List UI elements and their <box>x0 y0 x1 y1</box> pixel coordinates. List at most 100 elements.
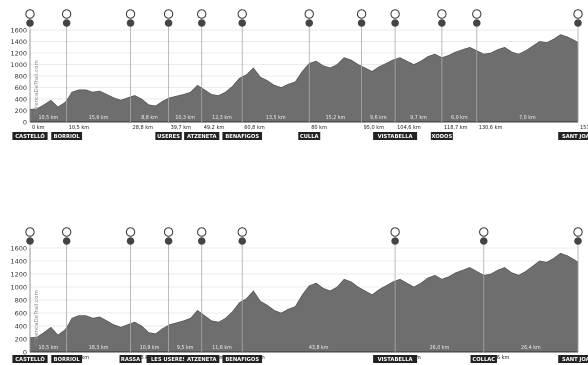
waypoint-label-box <box>222 132 263 140</box>
waypoint-icon <box>391 19 399 27</box>
waypoint-km: 118,7 km <box>444 125 468 131</box>
waypoint-marker <box>237 9 247 19</box>
waypoint-icon <box>479 237 488 245</box>
waypoint-marker <box>25 227 35 237</box>
waypoint-icon <box>238 19 247 27</box>
waypoint-label: XODOS <box>432 134 453 140</box>
waypoint-marker <box>163 227 174 237</box>
waypoint-label: USERES <box>157 134 180 140</box>
waypoint-label-box <box>373 132 418 140</box>
y-tick-label: 800 <box>15 297 27 305</box>
waypoint-icon <box>357 19 366 27</box>
waypoint-marker <box>25 9 35 19</box>
waypoint-label: VISTABELLA <box>378 134 413 140</box>
segment-distance: 43,8 km <box>309 345 329 351</box>
waypoint-marker <box>125 227 136 237</box>
y-tick-label: 1400 <box>10 258 27 266</box>
waypoint-label: CULLA <box>300 134 319 140</box>
y-tick-label: 0 <box>23 349 27 357</box>
y-tick-label: 1400 <box>10 38 27 46</box>
waypoint-marker <box>61 9 72 19</box>
waypoint-icon <box>391 237 399 245</box>
segment-distance: 26,0 km <box>430 345 450 351</box>
waypoint-label-box <box>146 355 191 363</box>
segment-distance: 8,8 km <box>141 115 158 121</box>
y-tick-label: 400 <box>15 323 27 331</box>
y-tick-label: 1600 <box>10 27 27 35</box>
segment-distance: 9,5 km <box>177 345 194 351</box>
waypoint-icon <box>197 19 206 27</box>
waypoint-label: BENAFIGOS <box>225 134 259 140</box>
waypoint-label-box <box>51 132 83 140</box>
waypoint-label-box <box>222 355 263 363</box>
waypoint-label: COLLAC <box>472 357 495 363</box>
waypoint-label-box <box>119 355 142 363</box>
waypoint-km: 157 <box>580 125 588 131</box>
waypoint-marker <box>390 227 400 237</box>
waypoint-icon <box>26 237 34 245</box>
waypoint-label-box <box>430 132 453 140</box>
waypoint-marker <box>437 9 447 19</box>
y-tick-label: 1000 <box>10 61 27 69</box>
y-tick-label: 1200 <box>10 271 27 279</box>
y-tick-label: 200 <box>15 336 27 344</box>
waypoint-marker <box>163 9 174 19</box>
waypoint-marker <box>304 9 314 19</box>
waypoint-icon <box>164 237 173 245</box>
segment-distance: 6,0 km <box>451 115 468 121</box>
y-tick-label: 600 <box>15 84 27 92</box>
y-tick-label: 600 <box>15 310 27 318</box>
segment-distance: 15,2 km <box>326 115 346 121</box>
waypoint-label-box <box>558 132 588 140</box>
waypoint-icon <box>164 19 173 27</box>
waypoint-icon <box>62 19 71 27</box>
y-tick-label: 800 <box>15 73 27 81</box>
waypoint-km: 28,8 km <box>133 125 154 131</box>
waypoint-km: 60,8 km <box>244 125 265 131</box>
waypoint-marker <box>61 227 72 237</box>
waypoint-label-box <box>373 355 418 363</box>
elevation-area <box>29 252 579 353</box>
waypoint-icon <box>238 237 247 245</box>
waypoint-label-box <box>51 355 83 363</box>
waypoint-icon <box>438 19 446 27</box>
waypoint-marker <box>125 9 136 19</box>
elevation-chart-top: 0 200 400 600 800 1000 1200 1400 1600 ©TrencaDeTr… <box>10 9 588 140</box>
waypoint-icon <box>126 19 135 27</box>
waypoint-km: 104,6 km <box>397 125 421 131</box>
y-tick-label: 400 <box>15 96 27 104</box>
elevation-chart-bottom: 0 200 400 600 800 1000 1200 1400 1600 ©TrencaDeTr… <box>10 227 588 363</box>
segment-distance: 10,5 km <box>38 115 58 121</box>
waypoint-label-box <box>184 132 220 140</box>
waypoint-label: LES USERES <box>151 357 186 363</box>
segment-distance: 11,6 km <box>212 345 232 351</box>
waypoint-marker <box>197 227 207 237</box>
waypoint-label: ATZENETA <box>187 357 217 363</box>
segment-distance: 10,5 km <box>38 345 58 351</box>
segment-distance: 13,5 km <box>266 115 286 121</box>
waypoint-label-box <box>12 132 48 140</box>
waypoint-km: 49,2 km <box>204 125 225 131</box>
waypoint-label-box <box>155 132 182 140</box>
y-tick-label: 200 <box>15 107 27 115</box>
waypoint-marker <box>237 227 247 237</box>
waypoint-label: SANT JOAN <box>562 134 588 140</box>
waypoint-label: SANT JOAN <box>562 357 588 363</box>
waypoint-marker <box>472 9 482 19</box>
segment-distance: 15,6 km <box>89 115 109 121</box>
waypoint-icon <box>574 19 582 27</box>
waypoint-marker <box>197 9 207 19</box>
waypoint-label-box <box>298 132 321 140</box>
waypoint-marker <box>479 227 489 237</box>
waypoint-label: BORRIOL <box>54 357 81 363</box>
waypoint-label: BORRIOL <box>54 134 81 140</box>
segment-distance: 7,0 km <box>519 115 536 121</box>
waypoint-marker <box>573 9 583 19</box>
segment-distance: 10,3 km <box>175 115 195 121</box>
waypoint-label: ATZENETA <box>187 134 217 140</box>
segment-distance: 10,9 km <box>140 345 160 351</box>
waypoint-km: 95,0 km <box>364 125 385 131</box>
segment-distance: 18,3 km <box>89 345 109 351</box>
waypoint-label: CASTELLÓ <box>15 133 45 140</box>
